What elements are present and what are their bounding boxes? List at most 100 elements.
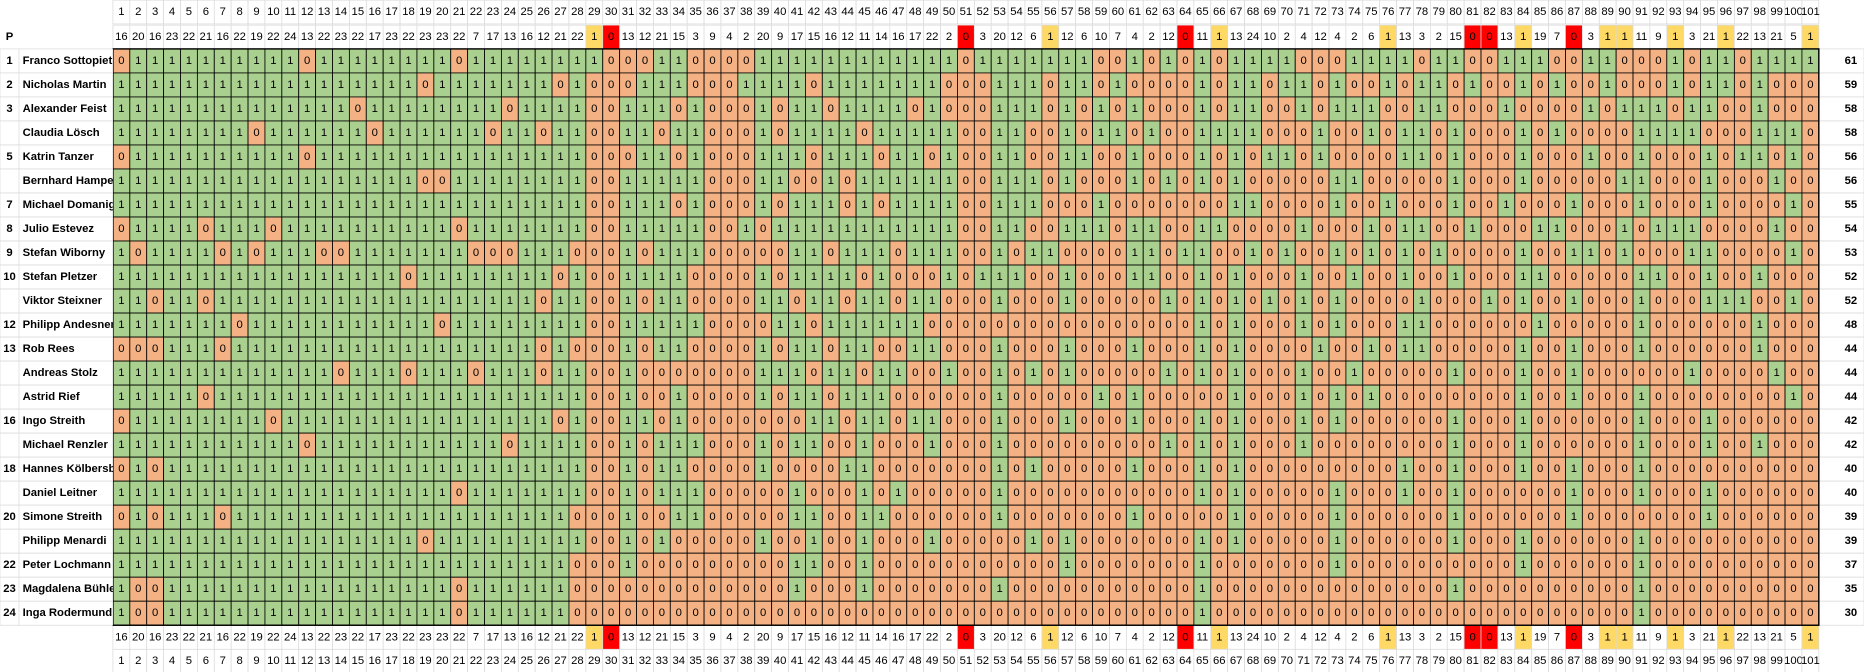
column-number: 14 <box>335 6 348 18</box>
cell-value: 0 <box>642 55 648 67</box>
cell-value: 1 <box>1098 391 1104 403</box>
cell-value: 1 <box>1368 127 1374 139</box>
cell-value: 0 <box>1199 391 1205 403</box>
column-count: 1 <box>1520 31 1526 43</box>
cell-value: 1 <box>1301 415 1307 427</box>
cell-value: 1 <box>878 103 884 115</box>
cell-value: 1 <box>236 439 242 451</box>
cell-value: 0 <box>1672 391 1678 403</box>
cell-value: 0 <box>1486 319 1492 331</box>
total: 40 <box>1845 463 1858 475</box>
cell-value: 0 <box>1030 223 1036 235</box>
cell-value: 1 <box>1334 103 1340 115</box>
cell-value: 0 <box>726 463 732 475</box>
cell-value: 1 <box>456 247 462 259</box>
cell-value: 0 <box>1115 223 1121 235</box>
cell-value: 0 <box>1571 271 1577 283</box>
cell-value: 0 <box>1301 511 1307 523</box>
column-count: 1 <box>1520 631 1526 643</box>
cell-value: 1 <box>692 103 698 115</box>
column-number: 69 <box>1264 6 1277 18</box>
cell-value: 0 <box>1165 319 1171 331</box>
cell-value: 1 <box>321 175 327 187</box>
cell-value: 1 <box>372 511 378 523</box>
cell-value: 0 <box>1537 487 1543 499</box>
column-count: 4 <box>1334 631 1340 643</box>
column-count: 23 <box>335 631 348 643</box>
cell-value: 0 <box>1098 247 1104 259</box>
column-count: 9 <box>777 631 783 643</box>
cell-value: 1 <box>997 103 1003 115</box>
cell-value: 1 <box>1706 439 1712 451</box>
cell-value: 1 <box>456 535 462 547</box>
rank-cell <box>0 288 20 314</box>
cell-value: 1 <box>372 247 378 259</box>
cell-value: 1 <box>490 439 496 451</box>
column-number: 72 <box>1314 6 1327 18</box>
cell-value: 1 <box>642 103 648 115</box>
cell-value: 0 <box>946 439 952 451</box>
cell-value: 0 <box>1115 343 1121 355</box>
cell-value: 1 <box>135 271 141 283</box>
cell-value: 1 <box>692 127 698 139</box>
cell-value: 0 <box>1503 367 1509 379</box>
cell-value: 0 <box>1368 463 1374 475</box>
cell-value: 1 <box>524 367 530 379</box>
column-number: 19 <box>419 655 432 667</box>
cell-value: 1 <box>777 223 783 235</box>
cell-value: 0 <box>1115 271 1121 283</box>
cell-value: 1 <box>760 463 766 475</box>
cell-value: 1 <box>135 463 141 475</box>
cell-value: 0 <box>1503 151 1509 163</box>
column-number: 25 <box>520 6 533 18</box>
cell-value: 1 <box>625 367 631 379</box>
column-number: 67 <box>1230 655 1243 667</box>
cell-value: 1 <box>388 271 394 283</box>
cell-value: 1 <box>220 319 226 331</box>
cell-value: 1 <box>1132 175 1138 187</box>
cell-value: 1 <box>811 295 817 307</box>
cell-value: 1 <box>270 463 276 475</box>
cell-value: 1 <box>676 487 682 499</box>
cell-value: 0 <box>1757 175 1763 187</box>
cell-value: 1 <box>1047 247 1053 259</box>
cell-value: 1 <box>236 247 242 259</box>
cell-value: 0 <box>1638 511 1644 523</box>
cell-value: 1 <box>540 463 546 475</box>
cell-value: 0 <box>1453 343 1459 355</box>
column-count: 13 <box>504 631 517 643</box>
cell-value: 0 <box>304 439 310 451</box>
cell-value: 1 <box>388 295 394 307</box>
rank-cell <box>0 384 20 410</box>
cell-value: 1 <box>1790 199 1796 211</box>
cell-value: 1 <box>203 271 209 283</box>
cell-value: 0 <box>1723 151 1729 163</box>
cell-value: 0 <box>1030 391 1036 403</box>
column-number: 49 <box>926 655 939 667</box>
cell-value: 0 <box>777 199 783 211</box>
cell-value: 0 <box>1030 439 1036 451</box>
cell-value: 0 <box>1807 343 1813 355</box>
cell-value: 0 <box>1267 79 1273 91</box>
cell-value: 0 <box>861 271 867 283</box>
cell-value: 0 <box>1605 415 1611 427</box>
column-count: 24 <box>284 31 297 43</box>
cell-value: 0 <box>1672 319 1678 331</box>
cell-value: 1 <box>135 535 141 547</box>
cell-value: 0 <box>845 511 851 523</box>
cell-value: 1 <box>338 175 344 187</box>
column-count: 1 <box>1723 631 1729 643</box>
column-count: 17 <box>791 31 804 43</box>
cell-value: 1 <box>439 247 445 259</box>
cell-value: 0 <box>1790 463 1796 475</box>
cell-value: 0 <box>1216 79 1222 91</box>
cell-value: 1 <box>304 271 310 283</box>
cell-value: 1 <box>287 343 293 355</box>
column-number: 57 <box>1061 6 1074 18</box>
cell-value: 0 <box>1250 487 1256 499</box>
column-count: 6 <box>1030 631 1036 643</box>
total: 56 <box>1845 151 1858 163</box>
column-count: 24 <box>1247 31 1260 43</box>
cell-value: 0 <box>726 271 732 283</box>
column-number: 10 <box>267 655 280 667</box>
